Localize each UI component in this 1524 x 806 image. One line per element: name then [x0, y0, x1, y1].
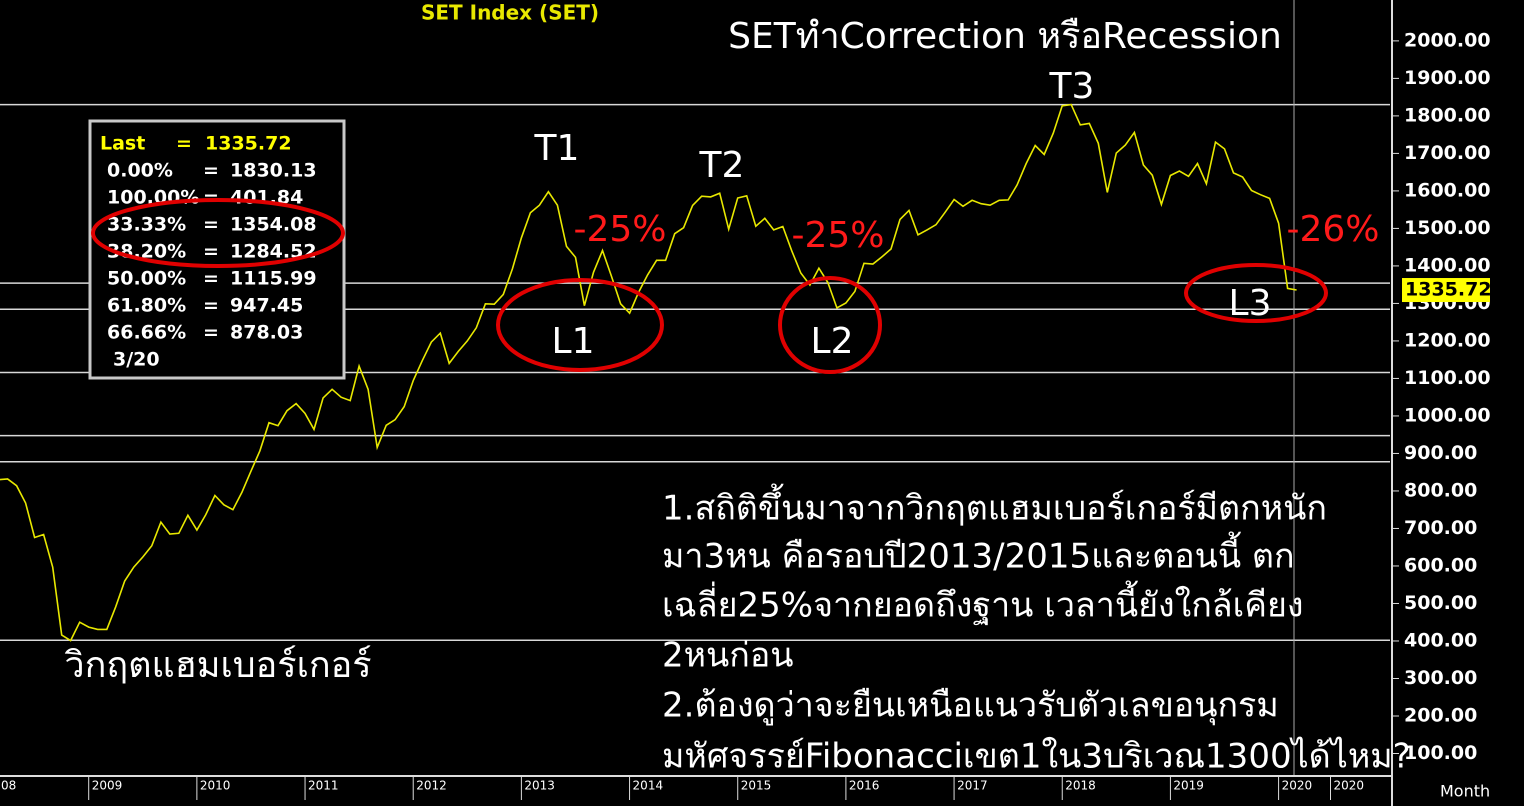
- x-tick-label: 2020: [1282, 779, 1313, 793]
- y-tick-label: 2000.00: [1404, 29, 1491, 51]
- fib-last-label: Last: [100, 133, 145, 155]
- y-tick-label: 100.00: [1404, 742, 1477, 764]
- annotation: L3: [1229, 283, 1272, 324]
- x-tick-label: 2015: [741, 779, 772, 793]
- y-tick-label: 1100.00: [1404, 367, 1491, 389]
- x-tick-label: 2013: [524, 779, 555, 793]
- fib-date: 3/20: [113, 349, 160, 371]
- y-tick-label: 400.00: [1404, 629, 1477, 651]
- note-line: เฉลี่ย25%จากยอดถึงฐาน เวลานี้ยังใกล้เคีย…: [662, 581, 1304, 626]
- annotation: T1: [534, 128, 580, 169]
- y-tick-label: 900.00: [1404, 442, 1477, 464]
- x-tick-label: 2017: [957, 779, 988, 793]
- annotation: -26%: [1286, 209, 1379, 250]
- annotation: L2: [811, 321, 854, 362]
- annotation: -25%: [791, 215, 884, 256]
- fib-level-label: 50.00%: [107, 268, 186, 290]
- fib-separator: =: [203, 268, 219, 290]
- highlight-ellipse: [778, 276, 882, 374]
- x-tick-label: 2016: [849, 779, 880, 793]
- fib-level-value: 1354.08: [230, 214, 317, 236]
- y-tick-label: 600.00: [1404, 554, 1477, 576]
- fib-level-label: 33.33%: [107, 214, 186, 236]
- fib-level-value: 878.03: [230, 322, 303, 344]
- note-line: มหัศจรรย์Fibonacciเขต1ใน3บริเวณ1300ได้ไห…: [662, 737, 1411, 777]
- y-tick-label: 1600.00: [1404, 179, 1491, 201]
- fib-level-label: 61.80%: [107, 295, 186, 317]
- x-tick-label: 2009: [92, 779, 123, 793]
- highlight-ellipse: [91, 198, 345, 268]
- chart-title: SET Index (SET): [421, 1, 599, 25]
- y-tick-label: 1500.00: [1404, 217, 1491, 239]
- x-tick-label: 2012: [416, 779, 447, 793]
- highlight-ellipse: [496, 278, 664, 372]
- y-tick-label: 1200.00: [1404, 329, 1491, 351]
- annotation: -25%: [573, 209, 666, 250]
- y-tick-label: 1800.00: [1404, 104, 1491, 126]
- note-line: 2หนก่อน: [662, 636, 794, 676]
- y-tick-label: 300.00: [1404, 667, 1477, 689]
- note-line: 1.สถิติขึ้นมาจากวิกฤตแฮมเบอร์เกอร์มีตกหน…: [662, 484, 1327, 529]
- x-tick-label: 2019: [1173, 779, 1204, 793]
- fib-separator: =: [203, 187, 219, 209]
- y-tick-label: 800.00: [1404, 479, 1477, 501]
- fib-level-value: 947.45: [230, 295, 303, 317]
- fib-separator: =: [203, 322, 219, 344]
- x-tick-label: 08: [1, 779, 16, 793]
- x-tick-label: 2010: [200, 779, 231, 793]
- y-tick-label: 500.00: [1404, 592, 1477, 614]
- fib-separator: =: [176, 133, 192, 155]
- annotation: วิกฤตแฮมเบอร์เกอร์: [64, 645, 371, 686]
- annotation: T2: [699, 145, 745, 186]
- subtitle: SETทำCorrection หรือRecession: [728, 16, 1282, 57]
- fib-separator: =: [203, 160, 219, 182]
- series-line: [0, 103, 1297, 642]
- x-tick-label: 2018: [1065, 779, 1096, 793]
- fib-level-value: 1284.52: [230, 241, 317, 263]
- y-tick-label: 1700.00: [1404, 142, 1491, 164]
- last-value-label: 1335.72: [1405, 279, 1492, 301]
- highlight-ellipse: [1184, 263, 1328, 323]
- fib-separator: =: [203, 214, 219, 236]
- fib-level-value: 401.84: [230, 187, 303, 209]
- fib-separator: =: [203, 241, 219, 263]
- fib-level-value: 1115.99: [230, 268, 317, 290]
- annotation: L1: [552, 321, 595, 362]
- last-value-box: [1402, 278, 1490, 303]
- fib-level-value: 1830.13: [230, 160, 317, 182]
- x-tick-label: 2020: [1334, 779, 1365, 793]
- fib-box: [88, 119, 346, 380]
- y-tick-label: 200.00: [1404, 704, 1477, 726]
- x-tick-label: 2014: [633, 779, 664, 793]
- fib-level-label: 0.00%: [107, 160, 173, 182]
- y-tick-label: 1400.00: [1404, 254, 1491, 276]
- y-tick-label: 1000.00: [1404, 404, 1491, 426]
- fib-separator: =: [203, 295, 219, 317]
- x-tick-label: 2011: [308, 779, 339, 793]
- fib-last-value: 1335.72: [205, 133, 292, 155]
- y-tick-label: 700.00: [1404, 517, 1477, 539]
- note-line: มา3หน คือรอบปี2013/2015และตอนนี้ ตก: [662, 532, 1295, 577]
- y-tick-label: 1900.00: [1404, 67, 1491, 89]
- note-line: 2.ต้องดูว่าจะยืนเหนือแนวรับตัวเลขอนุกรม: [662, 686, 1279, 726]
- fib-level-label: 66.66%: [107, 322, 186, 344]
- x-axis-label: Month: [1440, 782, 1490, 801]
- annotation: T3: [1049, 66, 1095, 107]
